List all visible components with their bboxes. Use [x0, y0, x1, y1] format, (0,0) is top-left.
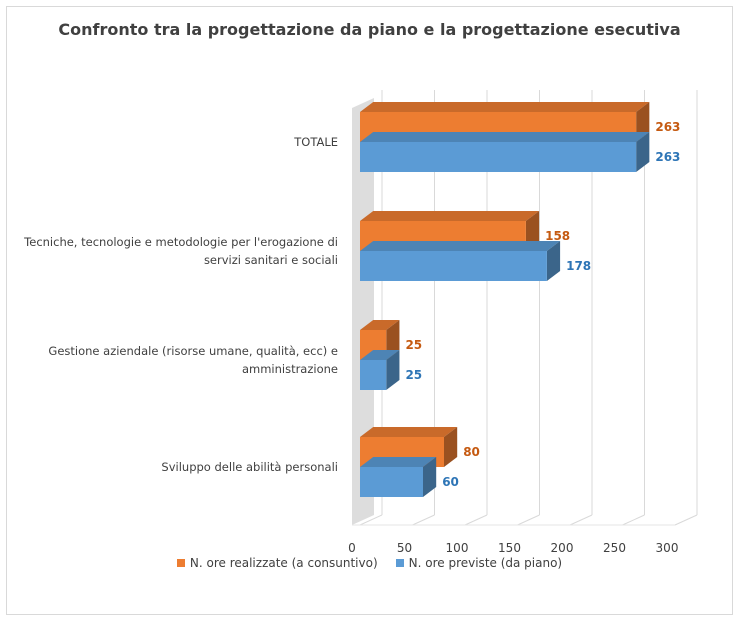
legend-swatch-realizzate: [176, 559, 185, 567]
category-label-1-0: Tecniche, tecnologie e metodologie per l…: [23, 235, 338, 249]
x-tick-300: 300: [656, 541, 679, 555]
bar-side-1-3: [423, 457, 437, 497]
category-label-0-0: TOTALE: [293, 135, 338, 149]
legend-label-previste: N. ore previste (da piano): [408, 556, 563, 570]
bar-top-1-1: [360, 241, 561, 251]
data-label-0-3: 80: [463, 445, 480, 459]
legend-swatch-previste: [395, 559, 404, 567]
floor-line-150: [517, 514, 540, 526]
x-tick-50: 50: [397, 541, 412, 555]
data-label-0-2: 25: [405, 338, 422, 352]
x-tick-150: 150: [498, 541, 521, 555]
bar-1-2: [360, 360, 387, 390]
floor-line-0: [359, 514, 383, 526]
data-label-0-1: 158: [545, 229, 570, 243]
data-label-1-2: 25: [405, 368, 422, 382]
bar-top-0-1: [360, 211, 540, 221]
bar-side-1-1: [546, 241, 561, 281]
data-label-1-0: 263: [655, 150, 680, 164]
x-tick-200: 200: [551, 541, 574, 555]
legend-item-previste: N. ore previste (da piano): [395, 556, 563, 570]
legend-item-realizzate: N. ore realizzate (a consuntivo): [176, 556, 378, 570]
floor-line-300: [674, 514, 698, 526]
bar-side-0-3: [444, 427, 458, 467]
bar-top-0-2: [360, 320, 400, 330]
bar-top-0-3: [360, 427, 458, 437]
x-tick-250: 250: [603, 541, 626, 555]
side-wall: [352, 98, 374, 525]
legend-label-realizzate: N. ore realizzate (a consuntivo): [189, 556, 378, 570]
x-tick-0: 0: [348, 541, 356, 555]
data-label-0-0: 263: [655, 120, 680, 134]
bar-1-3: [360, 467, 423, 497]
category-label-3-0: Sviluppo delle abilità personali: [161, 460, 338, 474]
bar-top-1-2: [360, 350, 400, 360]
floor-line-200: [569, 514, 593, 526]
data-label-1-3: 60: [442, 475, 459, 489]
category-label-2-0: Gestione aziendale (risorse umane, quali…: [48, 344, 338, 358]
bar-top-0-0: [360, 102, 650, 112]
floor-line-250: [622, 514, 645, 526]
data-label-1-1: 178: [566, 259, 591, 273]
bar-top-1-3: [360, 457, 437, 467]
bar-side-1-2: [386, 350, 400, 390]
legend: N. ore realizzate (a consuntivo) N. ore …: [0, 556, 739, 570]
floor-line-50: [412, 514, 435, 526]
category-label-2-1: amministrazione: [242, 362, 338, 376]
floor-line-100: [464, 514, 488, 526]
bar-1-0: [360, 142, 637, 172]
chart-title: Confronto tra la progettazione da piano …: [58, 20, 681, 39]
bar-top-1-0: [360, 132, 650, 142]
bar-side-1-0: [636, 132, 650, 172]
bar-1-1: [360, 251, 547, 281]
x-tick-100: 100: [446, 541, 469, 555]
category-label-1-1: servizi sanitari e sociali: [204, 253, 338, 267]
